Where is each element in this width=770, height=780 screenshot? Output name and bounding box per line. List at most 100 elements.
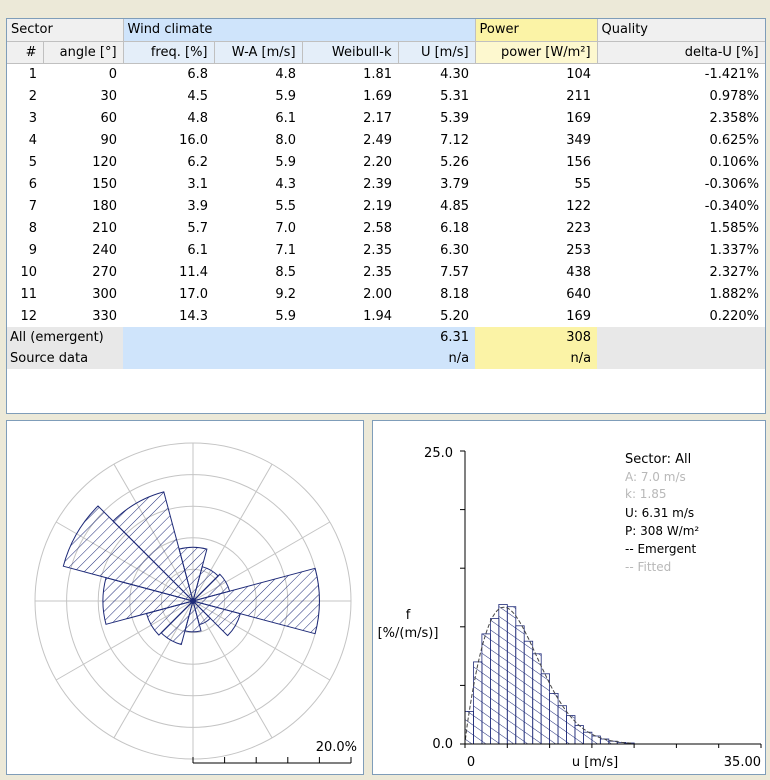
cell-power-density: 349: [566, 132, 592, 148]
cell-weibull-k: 2.19: [363, 198, 393, 214]
cell-mean-speed: 7.57: [440, 264, 470, 280]
table-row[interactable]: 6 150 3.1 4.3 2.39 3.79 55 -0.306%: [7, 173, 765, 195]
col-header-weibull-k[interactable]: Weibull-k: [302, 41, 399, 64]
cell-angle: 120: [92, 154, 118, 170]
col-header-angle[interactable]: angle [°]: [43, 41, 124, 64]
cell-mean-speed: 5.26: [440, 154, 470, 170]
sector-table-panel: Sector Wind climate Power Quality # angl…: [6, 18, 766, 414]
summary-label: All (emergent): [7, 327, 124, 348]
wind-rose-panel[interactable]: 20.0%: [6, 420, 364, 775]
rose-spoke: [192, 600, 273, 739]
cell-mean-speed: 4.30: [440, 66, 470, 82]
sector-table: Sector Wind climate Power Quality # angl…: [7, 19, 765, 369]
cell-number: 5: [28, 154, 37, 170]
cell-power-density: 55: [574, 176, 592, 192]
cell-number: 11: [20, 286, 37, 302]
table-row[interactable]: 2 30 4.5 5.9 1.69 5.31 211 0.978%: [7, 85, 765, 107]
cell-angle: 60: [100, 110, 118, 126]
cell-delta-u: 1.882%: [709, 286, 760, 302]
col-header-number[interactable]: #: [7, 41, 44, 64]
table-row[interactable]: 3 60 4.8 6.1 2.17 5.39 169 2.358%: [7, 107, 765, 129]
frequency-histogram-panel[interactable]: 25.0 0.0 f [%/(m/s)] 0 u [m/s] 35.00 Sec…: [372, 420, 766, 775]
cell-mean-speed: 5.31: [440, 88, 470, 104]
histogram-bar: [481, 633, 491, 745]
rose-sector-4[interactable]: [191, 567, 320, 635]
cell-freq: 6.1: [187, 242, 209, 258]
cell-freq: 6.2: [187, 154, 209, 170]
table-row[interactable]: 4 90 16.0 8.0 2.49 7.12 349 0.625%: [7, 129, 765, 151]
col-header-delta-u[interactable]: delta-U [%]: [597, 41, 765, 64]
cell-weibull-k: 2.58: [363, 220, 393, 236]
table-row[interactable]: 10 270 11.4 8.5 2.35 7.57 438 2.327%: [7, 261, 765, 283]
cell-weibull-a: 7.0: [275, 220, 297, 236]
table-row[interactable]: 12 330 14.3 5.9 1.94 5.20 169 0.220%: [7, 305, 765, 327]
frequency-histogram-chart: 25.0 0.0 f [%/(m/s)] 0 u [m/s] 35.00 Sec…: [378, 446, 762, 770]
summary-mean-speed: n/a: [398, 348, 476, 369]
cell-weibull-a: 7.1: [275, 242, 297, 258]
cell-delta-u: 2.327%: [709, 264, 760, 280]
cell-delta-u: 0.220%: [709, 308, 760, 324]
summary-wind-blank: [123, 327, 399, 348]
table-row[interactable]: 9 240 6.1 7.1 2.35 6.30 253 1.337%: [7, 239, 765, 261]
cell-angle: 90: [100, 132, 118, 148]
cell-power-density: 438: [566, 264, 592, 280]
group-header-wind-climate: Wind climate: [123, 19, 476, 42]
cell-number: 9: [28, 242, 37, 258]
cell-weibull-k: 2.35: [363, 264, 393, 280]
cell-freq: 3.9: [187, 198, 209, 214]
sector-table-body: 1 0 6.8 4.8 1.81 4.30 104 -1.421% 2 30 4.5 5.9 1.69 5…: [7, 63, 765, 369]
cell-angle: 150: [92, 176, 118, 192]
cell-freq: 5.7: [187, 220, 209, 236]
cell-power-density: 640: [566, 286, 592, 302]
histogram-bar: [549, 692, 559, 745]
table-row[interactable]: 1 0 6.8 4.8 1.81 4.30 104 -1.421%: [7, 63, 765, 85]
cell-mean-speed: 7.12: [440, 132, 470, 148]
rose-sector-12[interactable]: [112, 491, 194, 603]
cell-weibull-a: 8.0: [275, 132, 297, 148]
col-header-power-density[interactable]: power [W/m²]: [475, 41, 598, 64]
legend-sector: Sector: All: [625, 452, 691, 467]
histogram-bar: [523, 640, 534, 745]
cell-mean-speed: 6.18: [440, 220, 470, 236]
cell-weibull-k: 2.00: [363, 286, 393, 302]
cell-power-density: 211: [566, 88, 592, 104]
cell-weibull-a: 8.5: [275, 264, 297, 280]
histogram-bar: [532, 653, 542, 745]
cell-weibull-k: 2.17: [363, 110, 393, 126]
wind-rose-chart: 20.0%: [34, 442, 357, 764]
cell-delta-u: 0.106%: [709, 154, 760, 170]
cell-angle: 180: [92, 198, 118, 214]
cell-weibull-a: 5.9: [275, 154, 297, 170]
cell-mean-speed: 6.30: [440, 242, 470, 258]
col-header-mean-speed[interactable]: U [m/s]: [398, 41, 476, 64]
rose-center: [190, 598, 196, 604]
cell-number: 8: [28, 220, 37, 236]
cell-delta-u: -1.421%: [704, 66, 760, 82]
col-header-freq[interactable]: freq. [%]: [123, 41, 215, 64]
cell-freq: 11.4: [179, 264, 209, 280]
histogram-bar: [515, 625, 525, 745]
cell-delta-u: 0.625%: [709, 132, 760, 148]
col-header-weibull-a[interactable]: W-A [m/s]: [214, 41, 303, 64]
cell-power-density: 253: [566, 242, 592, 258]
rose-sector-11[interactable]: [62, 505, 195, 602]
legend-power-density: P: 308 W/m²: [625, 524, 699, 538]
legend-weibull-k: k: 1.85: [625, 487, 667, 501]
table-row[interactable]: 5 120 6.2 5.9 2.20 5.26 156 0.106%: [7, 151, 765, 173]
fitted-curve: [464, 606, 633, 744]
table-row[interactable]: 7 180 3.9 5.5 2.19 4.85 122 -0.340%: [7, 195, 765, 217]
y-axis-label-f: f: [406, 608, 411, 623]
histogram-bar: [490, 618, 500, 745]
cell-power-density: 156: [566, 154, 592, 170]
x-axis-label: u [m/s]: [572, 755, 618, 770]
summary-row[interactable]: All (emergent) 6.31 308: [7, 327, 765, 348]
rose-sector-5[interactable]: [191, 600, 241, 637]
table-row[interactable]: 8 210 5.7 7.0 2.58 6.18 223 1.585%: [7, 217, 765, 239]
histogram-bar: [540, 673, 551, 745]
cell-weibull-k: 2.39: [363, 176, 393, 192]
cell-weibull-a: 5.9: [275, 308, 297, 324]
table-row[interactable]: 11 300 17.0 9.2 2.00 8.18 640 1.882%: [7, 283, 765, 305]
cell-weibull-k: 1.81: [363, 66, 393, 82]
summary-row[interactable]: Source data n/a n/a: [7, 348, 765, 369]
